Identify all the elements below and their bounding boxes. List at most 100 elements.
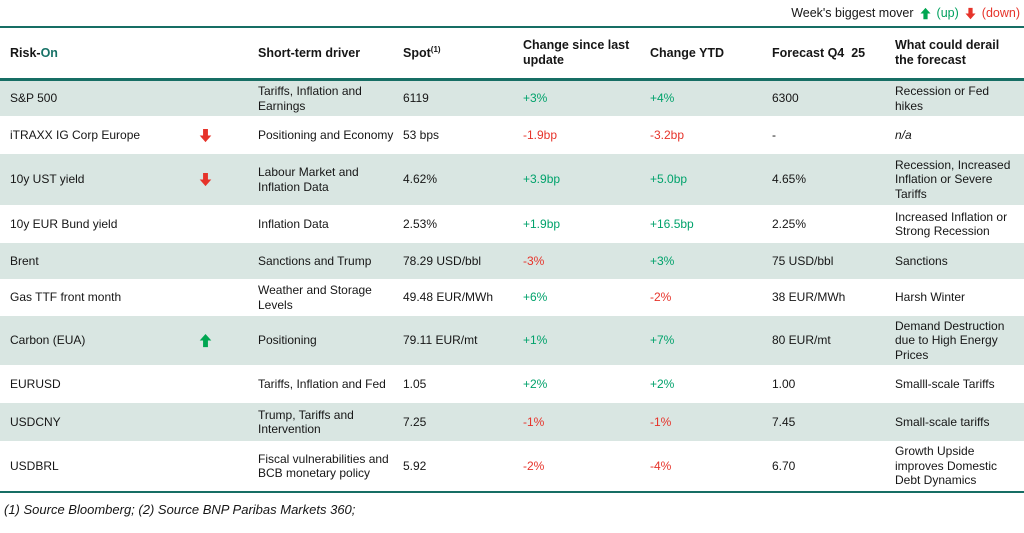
asset-name: Gas TTF front month <box>10 290 122 305</box>
forecast-value: 80 EUR/mt <box>772 333 831 348</box>
change-since-value: +2% <box>523 376 548 391</box>
change-since-value: +3.9bp <box>523 172 561 187</box>
table-header-row: Risk-On Short-term driver Spot(1) Change… <box>0 28 1024 78</box>
forecast-value: - <box>772 127 776 142</box>
forecast-value: 38 EUR/MWh <box>772 290 846 305</box>
spot-footnote-marker: (1) <box>430 44 441 54</box>
mover-arrow-cell <box>175 376 235 391</box>
table-row-eurusd: EURUSD Tariffs, Inflation and Fed 1.05 +… <box>0 365 1024 403</box>
derail-text: Growth Upside improves Domestic Debt Dyn… <box>895 444 998 488</box>
short-term-driver: Labour Market and Inflation Data <box>258 165 359 194</box>
short-term-driver: Trump, Tariffs and Intervention <box>258 407 354 436</box>
spot-value: 49.48 EUR/MWh <box>403 290 494 305</box>
mover-arrow-icon <box>198 128 213 143</box>
mover-arrow-cell <box>175 333 235 348</box>
table-row-itraxx: iTRAXX IG Corp Europe Positioning and Ec… <box>0 116 1024 154</box>
mover-arrow-cell <box>175 91 235 106</box>
spot-value: 79.11 EUR/mt <box>403 333 478 348</box>
short-term-driver: Positioning <box>258 333 317 348</box>
header-change-ytd: Change YTD <box>650 45 725 60</box>
spot-value: 53 bps <box>403 127 440 142</box>
week-biggest-mover-legend: Week's biggest mover (up) (down) <box>0 0 1024 26</box>
short-term-driver: Weather and Storage Levels <box>258 283 372 312</box>
header-divider <box>0 78 1024 81</box>
change-ytd-value: +7% <box>650 333 675 348</box>
header-risk-on: Risk-On <box>0 46 175 61</box>
short-term-driver: Positioning and Economy <box>258 127 394 142</box>
table-row-usdbrl: USDBRL Fiscal vulnerabilities and BCB mo… <box>0 441 1024 491</box>
legend-label: Week's biggest mover <box>791 6 914 20</box>
forecast-value: 7.45 <box>772 414 796 429</box>
asset-name: USDCNY <box>10 414 61 429</box>
header-short-term-driver: Short-term driver <box>258 45 361 60</box>
asset-name: USDBRL <box>10 458 59 473</box>
asset-name: iTRAXX IG Corp Europe <box>10 127 141 142</box>
mover-arrow-cell <box>175 127 235 142</box>
derail-text: Recession, Increased Inflation or Severe… <box>895 157 1011 201</box>
change-ytd-value: -2% <box>650 290 672 305</box>
risk-accent: On <box>40 45 58 60</box>
change-ytd-value: +5.0bp <box>650 172 688 187</box>
asset-name: Brent <box>10 253 39 268</box>
mover-arrow-cell <box>175 290 235 305</box>
spot-value: 4.62% <box>403 172 438 187</box>
change-since-value: +3% <box>523 91 548 106</box>
header-change-since: Change since last update <box>523 38 630 67</box>
derail-text: Sanctions <box>895 253 948 268</box>
short-term-driver: Sanctions and Trump <box>258 253 372 268</box>
short-term-driver: Fiscal vulnerabilities and BCB monetary … <box>258 451 389 480</box>
spot-value: 1.05 <box>403 376 427 391</box>
change-ytd-value: -4% <box>650 458 672 473</box>
legend-down-label: (down) <box>981 6 1020 20</box>
spot-value: 6119 <box>403 91 429 106</box>
derail-text: n/a <box>895 127 912 142</box>
derail-text: Demand Destruction due to High Energy Pr… <box>895 318 1005 362</box>
mover-arrow-cell <box>175 172 235 187</box>
derail-text: Increased Inflation or Strong Recession <box>895 209 1008 238</box>
asset-name: 10y EUR Bund yield <box>10 216 118 231</box>
change-ytd-value: -1% <box>650 414 672 429</box>
change-ytd-value: +2% <box>650 376 675 391</box>
short-term-driver: Inflation Data <box>258 216 329 231</box>
asset-name: Carbon (EUA) <box>10 333 86 348</box>
forecast-value: 75 USD/bbl <box>772 253 834 268</box>
bottom-divider <box>0 491 1024 493</box>
source-footnote: (1) Source Bloomberg; (2) Source BNP Par… <box>4 502 356 517</box>
forecast-value: 1.00 <box>772 376 796 391</box>
top-divider <box>0 26 1024 28</box>
asset-name: S&P 500 <box>10 91 58 106</box>
table-body: S&P 500 Tariffs, Inflation and Earnings … <box>0 81 1024 491</box>
mover-arrow-cell <box>175 253 235 268</box>
change-since-value: -1.9bp <box>523 127 558 142</box>
derail-text: Smalll-scale Tariffs <box>895 376 995 391</box>
table-row-gas-ttf: Gas TTF front month Weather and Storage … <box>0 279 1024 316</box>
risk-prefix: Risk- <box>10 45 41 60</box>
forecast-value: 2.25% <box>772 216 807 231</box>
table-row-sp500: S&P 500 Tariffs, Inflation and Earnings … <box>0 81 1024 116</box>
table-row-10y-ust: 10y UST yield Labour Market and Inflatio… <box>0 154 1024 205</box>
change-ytd-value: +16.5bp <box>650 216 694 231</box>
change-since-value: -2% <box>523 458 545 473</box>
change-ytd-value: -3.2bp <box>650 127 685 142</box>
spot-value: 2.53% <box>403 216 438 231</box>
forecast-value: 6.70 <box>772 458 796 473</box>
table-row-usdcny: USDCNY Trump, Tariffs and Intervention 7… <box>0 403 1024 441</box>
change-ytd-value: +3% <box>650 253 675 268</box>
change-since-value: +6% <box>523 290 548 305</box>
mover-arrow-cell <box>175 216 235 231</box>
asset-name: EURUSD <box>10 376 61 391</box>
derail-text: Small-scale tariffs <box>895 414 990 429</box>
change-since-value: -3% <box>523 253 545 268</box>
legend-up-label: (up) <box>936 6 959 20</box>
table-row-brent: Brent Sanctions and Trump 78.29 USD/bbl … <box>0 243 1024 279</box>
change-ytd-value: +4% <box>650 91 675 106</box>
mover-arrow-icon <box>198 172 213 187</box>
change-since-value: +1.9bp <box>523 216 561 231</box>
spot-value: 7.25 <box>403 414 427 429</box>
mover-arrow-cell <box>175 458 235 473</box>
forecast-value: 4.65% <box>772 172 807 187</box>
forecast-value: 6300 <box>772 91 799 106</box>
mover-arrow-icon <box>198 333 213 348</box>
change-since-value: -1% <box>523 414 545 429</box>
